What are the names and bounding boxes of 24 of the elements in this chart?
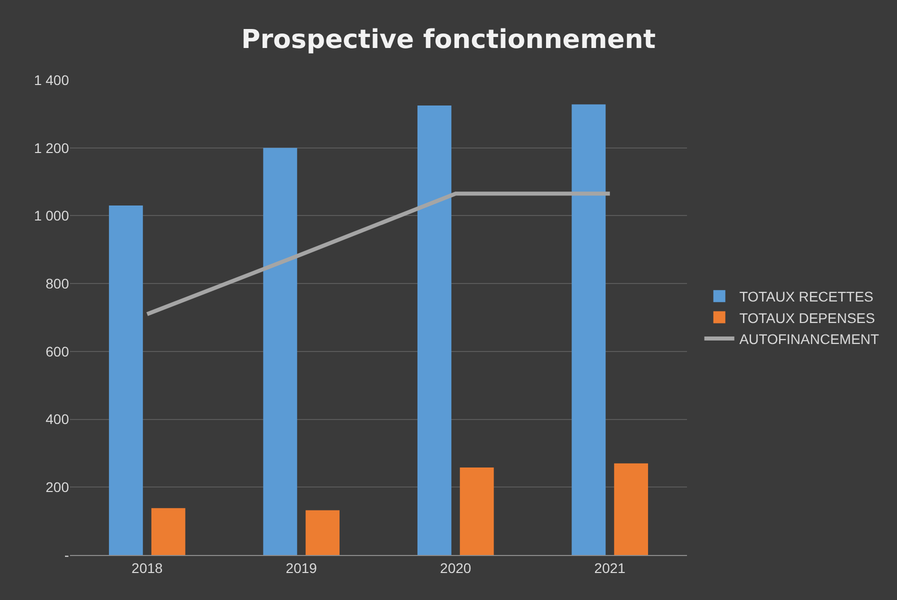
bar — [572, 104, 606, 555]
bar — [263, 148, 298, 555]
y-tick-label: 600 — [46, 343, 70, 360]
y-tick-label: 1 200 — [34, 140, 70, 156]
bar — [417, 105, 452, 555]
bar — [306, 510, 340, 555]
legend-label: TOTAUX RECETTES — [739, 288, 874, 305]
y-tick-label: 1 400 — [34, 72, 70, 88]
x-tick-label: 2019 — [286, 560, 318, 576]
x-tick-label: 2018 — [132, 560, 163, 576]
legend-label: AUTOFINANCEMENT — [739, 330, 880, 347]
x-tick-label: 2020 — [440, 560, 472, 576]
y-tick-label: - — [64, 546, 70, 563]
bar — [614, 463, 648, 555]
y-tick-label: 200 — [46, 479, 70, 496]
bar — [460, 467, 494, 555]
y-tick-label: 800 — [46, 275, 70, 292]
legend-label: TOTAUX DEPENSES — [739, 310, 875, 326]
chart-title: Prospective fonctionnement — [241, 25, 656, 56]
y-tick-label: 400 — [46, 411, 70, 428]
bar — [151, 508, 186, 555]
x-tick-label: 2021 — [594, 560, 626, 576]
bar — [108, 206, 143, 555]
y-tick-label: 1 000 — [34, 208, 70, 224]
